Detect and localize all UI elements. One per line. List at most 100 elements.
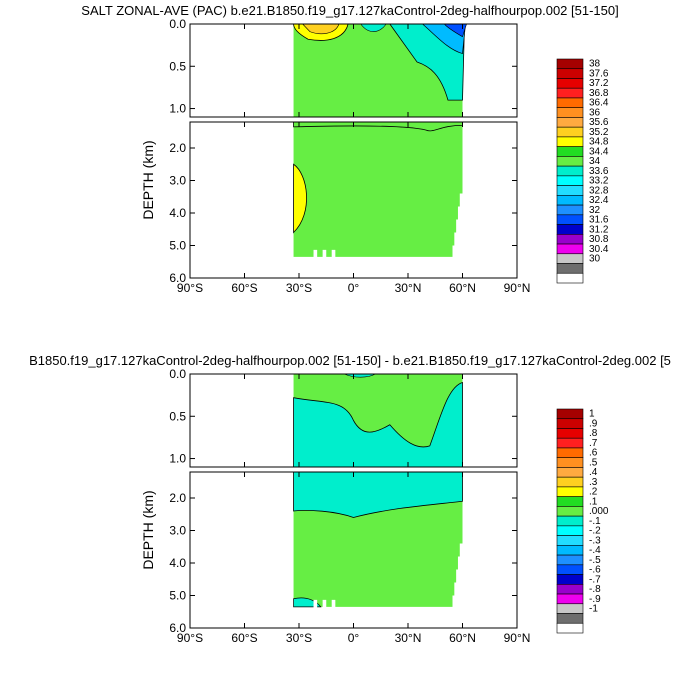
x-tick-label: 0° — [348, 281, 360, 295]
deep-south-high — [293, 163, 307, 234]
colorbar-label: .7 — [589, 438, 598, 449]
colorbar-swatch — [556, 117, 584, 128]
colorbar-swatch — [556, 486, 584, 497]
colorbar-swatch — [556, 428, 584, 439]
y-tick-label: 1.0 — [169, 452, 186, 466]
colorbar-label: 30 — [589, 254, 601, 265]
chart-panel-2: B1850.f19_g17.127kaControl-2deg-halfhour… — [29, 353, 671, 645]
colorbar-swatch — [556, 603, 584, 614]
ocean-field-deep — [293, 122, 463, 257]
colorbar-swatch — [556, 146, 584, 157]
colorbar-swatch — [556, 185, 584, 196]
y-tick-label: 5.0 — [169, 589, 186, 603]
y-tick-label: 5.0 — [169, 239, 186, 253]
x-tick-label: 60°S — [231, 281, 257, 295]
colorbar-label: -.8 — [589, 584, 601, 595]
colorbar: 1.9.8.7.6.5.4.3.2.1.000-.1-.2-.3-.4-.5-.… — [556, 408, 609, 634]
colorbar-label: -.5 — [589, 555, 601, 566]
colorbar-label: .2 — [589, 487, 598, 498]
colorbar-swatch — [556, 545, 584, 556]
colorbar-swatch — [556, 408, 584, 420]
colorbar-label: -.7 — [589, 574, 601, 585]
upper-field — [189, 23, 518, 118]
y-tick-label: 3.0 — [169, 524, 186, 538]
seafloor-notch — [331, 249, 336, 258]
colorbar-label: 33.2 — [589, 176, 609, 187]
y-tick-label: 2.0 — [169, 141, 186, 155]
x-tick-label: 30°N — [395, 631, 422, 645]
y-tick-label: 4.0 — [169, 206, 186, 220]
colorbar-swatch — [556, 126, 584, 138]
x-tick-label: 30°S — [286, 281, 312, 295]
colorbar-swatch — [556, 554, 584, 566]
colorbar-label: 36.4 — [589, 98, 609, 109]
x-tick-label: 60°N — [449, 631, 476, 645]
colorbar-swatch — [556, 214, 584, 225]
lower-field — [189, 471, 518, 629]
colorbar-swatch — [556, 506, 584, 517]
negative-anomaly-upper — [293, 381, 463, 468]
colorbar-swatch — [556, 156, 584, 167]
colorbar-label: 36 — [589, 107, 601, 118]
colorbar-swatch — [556, 515, 584, 527]
colorbar-swatch — [556, 204, 584, 216]
colorbar-swatch — [556, 243, 584, 255]
colorbar-label: 36.8 — [589, 88, 609, 99]
colorbar-label: -1 — [589, 604, 598, 615]
colorbar-swatch — [556, 593, 584, 605]
y-axis-label: DEPTH (km) — [140, 490, 156, 569]
colorbar-label: 32.8 — [589, 185, 609, 196]
colorbar-swatch — [556, 175, 584, 186]
colorbar-swatch — [556, 574, 584, 585]
seafloor-notch — [313, 599, 318, 608]
chart-panel-1: SALT ZONAL-AVE (PAC) b.e21.B1850.f19_g17… — [81, 3, 618, 295]
colorbar-label: .6 — [589, 448, 598, 459]
colorbar-swatch — [556, 447, 584, 458]
colorbar-label: 37.2 — [589, 78, 609, 89]
x-tick-label: 30°S — [286, 631, 312, 645]
colorbar-swatch — [556, 467, 584, 478]
y-tick-label: 4.0 — [169, 556, 186, 570]
seafloor-notch — [313, 249, 318, 258]
colorbar-swatch — [556, 195, 584, 206]
y-tick-label: 1.0 — [169, 102, 186, 116]
colorbar-label: .000 — [589, 506, 609, 517]
colorbar-swatch — [556, 613, 584, 624]
y-tick-label: 0.0 — [169, 367, 186, 381]
chart-title: B1850.f19_g17.127kaControl-2deg-halfhour… — [29, 353, 671, 368]
colorbar-label: 38 — [589, 59, 601, 70]
axis-ticks: 90°S 60°S 30°S 0° 30°N 60°N 90°N 0.0 0.5 1.0 2.0 3.… — [169, 17, 530, 295]
colorbar-label: 31.2 — [589, 224, 609, 235]
x-tick-label: 90°S — [177, 281, 203, 295]
colorbar-swatch — [556, 525, 584, 536]
chart-title: SALT ZONAL-AVE (PAC) b.e21.B1850.f19_g17… — [81, 3, 618, 18]
colorbar-label: .4 — [589, 467, 598, 478]
y-tick-label: 0.0 — [169, 17, 186, 31]
colorbar-label: .1 — [589, 496, 598, 507]
y-tick-label: 6.0 — [169, 271, 186, 285]
colorbar-swatch — [556, 136, 584, 147]
colorbar-label: .3 — [589, 477, 598, 488]
colorbar-swatch — [556, 457, 584, 468]
deep-upper-band — [293, 121, 463, 132]
lower-field — [189, 121, 518, 279]
colorbar-swatch — [556, 68, 584, 79]
seafloor-notch — [322, 599, 327, 608]
colorbar-label: 30.4 — [589, 244, 609, 255]
x-tick-label: 0° — [348, 631, 360, 645]
y-tick-label: 0.5 — [169, 409, 186, 423]
y-tick-label: 3.0 — [169, 174, 186, 188]
colorbar-swatch — [556, 272, 584, 284]
colorbar-label: 1 — [589, 409, 595, 420]
colorbar-swatch — [556, 564, 584, 575]
colorbar-swatch — [556, 263, 584, 274]
y-tick-label: 6.0 — [169, 621, 186, 635]
axis-ticks: 90°S 60°S 30°S 0° 30°N 60°N 90°N 0.0 0.5 1.0 2.0 3.… — [169, 367, 530, 645]
colorbar-label: .8 — [589, 428, 598, 439]
colorbar-label: -.6 — [589, 565, 601, 576]
colorbar-label: 31.6 — [589, 215, 609, 226]
colorbar-label: 32 — [589, 205, 601, 216]
colorbar-label: 35.6 — [589, 117, 609, 128]
colorbar-label: -.4 — [589, 545, 601, 556]
colorbar-label: 37.6 — [589, 68, 609, 79]
